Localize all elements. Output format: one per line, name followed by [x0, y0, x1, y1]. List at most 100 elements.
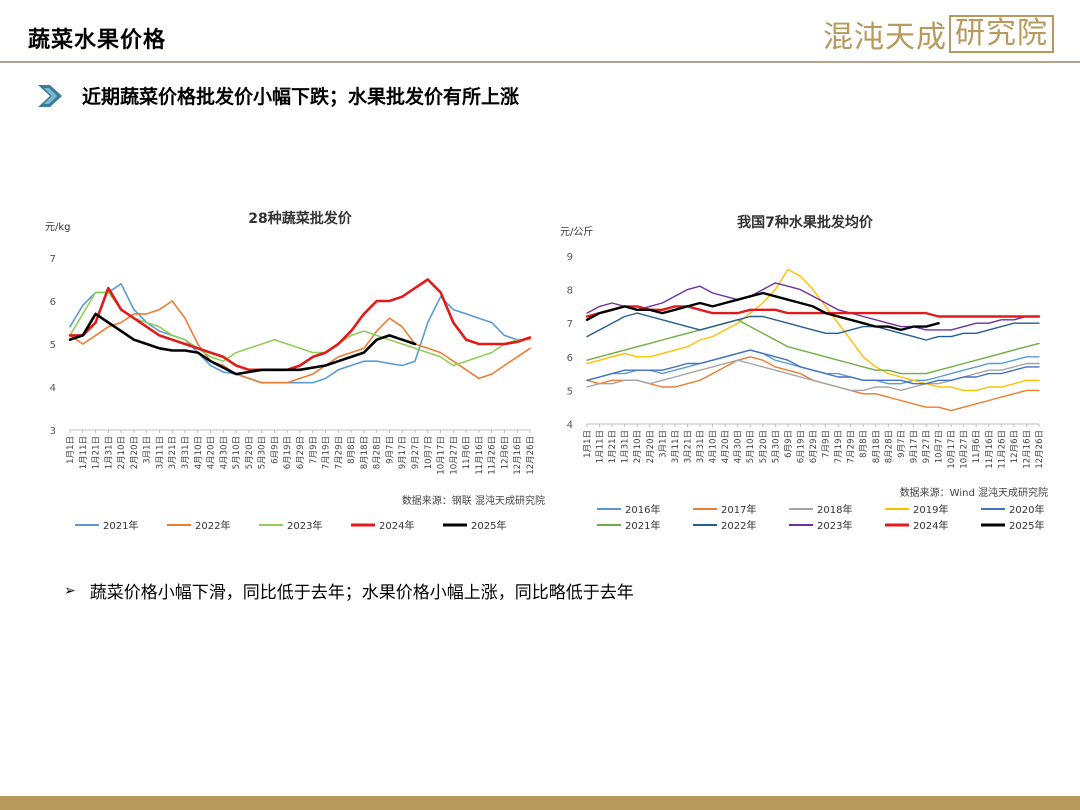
series-line-2022年 — [586, 312, 1040, 341]
y-tick-label: 3 — [50, 426, 56, 437]
series-line-2023年 — [586, 282, 1040, 331]
x-tick-label: 3月1日 — [143, 436, 153, 464]
legend-label: 2023年 — [287, 519, 322, 532]
x-tick-label: 9月7日 — [897, 430, 907, 458]
x-tick-label: 12月26日 — [1035, 430, 1045, 469]
y-tick-label: 9 — [567, 252, 573, 263]
x-tick-label: 1月31日 — [104, 436, 114, 469]
x-tick-label: 1月11日 — [596, 430, 606, 463]
x-tick-label: 12月6日 — [500, 436, 510, 469]
x-tick-label: 3月31日 — [696, 430, 706, 463]
page-title: 蔬菜水果价格 — [28, 28, 167, 53]
x-tick-label: 4月10日 — [194, 436, 204, 469]
y-tick-label: 6 — [50, 297, 56, 308]
x-tick-label: 12月26日 — [526, 436, 536, 475]
x-tick-label: 11月16日 — [985, 430, 995, 469]
x-tick-label: 2月10日 — [633, 430, 643, 463]
x-tick-label: 8月18日 — [872, 430, 882, 463]
legend-label: 2021年 — [103, 519, 138, 532]
x-tick-label: 6月9日 — [270, 436, 280, 464]
x-tick-label: 5月10日 — [746, 430, 756, 463]
x-tick-label: 1月21日 — [608, 430, 618, 463]
x-tick-label: 3月11日 — [155, 436, 165, 469]
legend-label: 2025年 — [471, 519, 506, 532]
series-line-2018年 — [586, 359, 1040, 392]
x-tick-label: 1月11日 — [79, 436, 89, 469]
x-tick-label: 5月30日 — [258, 436, 268, 469]
series-line-2025年 — [68, 312, 417, 376]
legend-label: 2025年 — [1009, 519, 1044, 532]
bullet-arrow-icon: ➢ — [64, 582, 76, 599]
x-tick-label: 11月6日 — [972, 430, 982, 463]
x-tick-label: 7月9日 — [309, 436, 319, 464]
x-tick-label: 9月17日 — [909, 430, 919, 463]
x-tick-label: 12月6日 — [1010, 430, 1020, 463]
x-tick-label: 6月19日 — [283, 436, 293, 469]
summary-bullet: ➢ 蔬菜价格小幅下滑，同比低于去年；水果价格小幅上涨，同比略低于去年 — [64, 578, 634, 604]
chart-title: 我国7种水果批发均价 — [737, 214, 874, 231]
x-tick-label: 2月20日 — [646, 430, 656, 463]
x-tick-label: 10月7日 — [935, 430, 945, 463]
x-tick-label: 6月9日 — [784, 430, 794, 458]
y-tick-label: 8 — [567, 286, 573, 297]
x-tick-label: 1月1日 — [583, 430, 593, 458]
x-tick-label: 10月17日 — [947, 430, 957, 469]
x-tick-label: 4月30日 — [219, 436, 229, 469]
x-tick-label: 8月8日 — [859, 430, 869, 458]
x-tick-label: 3月11日 — [671, 430, 681, 463]
x-tick-label: 1月21日 — [92, 436, 102, 469]
series-line-2021年 — [586, 319, 1040, 375]
legend-label: 2016年 — [625, 503, 660, 516]
x-tick-label: 5月20日 — [245, 436, 255, 469]
company-logo: 混沌天成 研究院 — [823, 12, 1054, 56]
x-tick-label: 7月29日 — [847, 430, 857, 463]
x-tick-label: 8月8日 — [347, 436, 357, 464]
x-tick-label: 11月26日 — [488, 436, 498, 475]
x-tick-label: 7月9日 — [822, 430, 832, 458]
header-divider — [0, 61, 1080, 63]
x-tick-label: 11月26日 — [997, 430, 1007, 469]
y-tick-label: 7 — [567, 319, 573, 330]
x-tick-label: 2月20日 — [130, 436, 140, 469]
x-tick-label: 7月19日 — [834, 430, 844, 463]
x-tick-label: 4月20日 — [721, 430, 731, 463]
x-tick-label: 10月27日 — [449, 436, 459, 475]
x-tick-label: 6月29日 — [809, 430, 819, 463]
summary-text: 蔬菜价格小幅下滑，同比低于去年；水果价格小幅上涨，同比略低于去年 — [89, 583, 634, 603]
legend-label: 2019年 — [913, 503, 948, 516]
x-tick-label: 10月17日 — [437, 436, 447, 475]
chevron-right-icon — [38, 84, 62, 107]
x-tick-label: 8月18日 — [360, 436, 370, 469]
y-tick-label: 6 — [567, 353, 573, 364]
data-source-note: 数据来源：钢联 混沌天成研究院 — [402, 494, 545, 507]
series-line-2020年 — [586, 349, 1040, 385]
chart-title: 28种蔬菜批发价 — [248, 210, 352, 227]
y-axis-label: 元/公斤 — [560, 226, 593, 238]
x-tick-label: 6月29日 — [296, 436, 306, 469]
x-tick-label: 9月17日 — [398, 436, 408, 469]
legend-label: 2021年 — [625, 519, 660, 532]
x-tick-label: 9月7日 — [385, 436, 395, 464]
x-tick-label: 12月16日 — [1022, 430, 1032, 469]
x-tick-label: 5月30日 — [771, 430, 781, 463]
legend-label: 2023年 — [817, 519, 852, 532]
series-line-2025年 — [585, 291, 940, 332]
x-tick-label: 10月27日 — [960, 430, 970, 469]
legend-label: 2020年 — [1009, 503, 1044, 516]
x-tick-label: 11月6日 — [462, 436, 472, 469]
x-tick-label: 4月20日 — [207, 436, 217, 469]
x-tick-label: 3月21日 — [683, 430, 693, 463]
data-source-note: 数据来源：Wind 混沌天成研究院 — [900, 486, 1048, 499]
legend-label: 2022年 — [721, 519, 756, 532]
y-tick-label: 7 — [50, 254, 56, 265]
legend-label: 2022年 — [195, 519, 230, 532]
x-tick-label: 5月10日 — [232, 436, 242, 469]
series-line-2017年 — [586, 356, 1040, 412]
x-tick-label: 3月31日 — [181, 436, 191, 469]
legend-label: 2024年 — [379, 519, 414, 532]
legend-label: 2018年 — [817, 503, 852, 516]
x-tick-label: 4月10日 — [709, 430, 719, 463]
section-heading-row: 近期蔬菜价格批发价小幅下跌；水果批发价有所上涨 — [36, 82, 519, 109]
